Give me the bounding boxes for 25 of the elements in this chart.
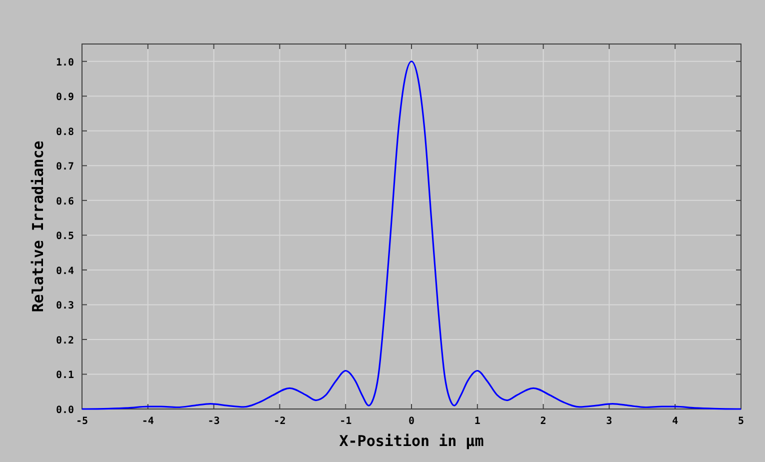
x-tick-label: -4 — [142, 416, 154, 427]
x-tick-label: 5 — [738, 416, 744, 427]
y-tick-label: 0.8 — [56, 126, 74, 138]
x-tick-label: 0 — [408, 416, 415, 427]
y-tick-label: 0.6 — [56, 196, 74, 208]
y-tick-label: 0.3 — [56, 300, 74, 312]
y-tick-label: 0.4 — [56, 266, 74, 277]
x-axis-title: X-Position in μm — [339, 432, 484, 450]
x-tick-label: -3 — [208, 416, 220, 427]
x-tick-label: 3 — [606, 416, 612, 427]
x-tick-label: 2 — [540, 416, 546, 427]
x-tick-label: -5 — [76, 416, 88, 427]
line-series — [81, 60, 742, 410]
x-tick-label: 1 — [474, 416, 480, 427]
x-tick-label: 4 — [672, 416, 678, 427]
y-tick-label: 0.5 — [56, 231, 74, 242]
y-tick-label: 0.9 — [56, 92, 74, 104]
y-tick-label: 0.2 — [56, 335, 74, 346]
x-tick-label: -2 — [274, 416, 286, 427]
x-tick-label: -1 — [340, 416, 352, 427]
y-axis-title: Relative Irradiance — [29, 140, 47, 312]
y-tick-label: 0.7 — [56, 162, 74, 173]
y-tick-label: 0.1 — [56, 370, 74, 382]
y-tick-label: 0.0 — [56, 405, 74, 416]
y-tick-label: 1.0 — [56, 57, 74, 68]
